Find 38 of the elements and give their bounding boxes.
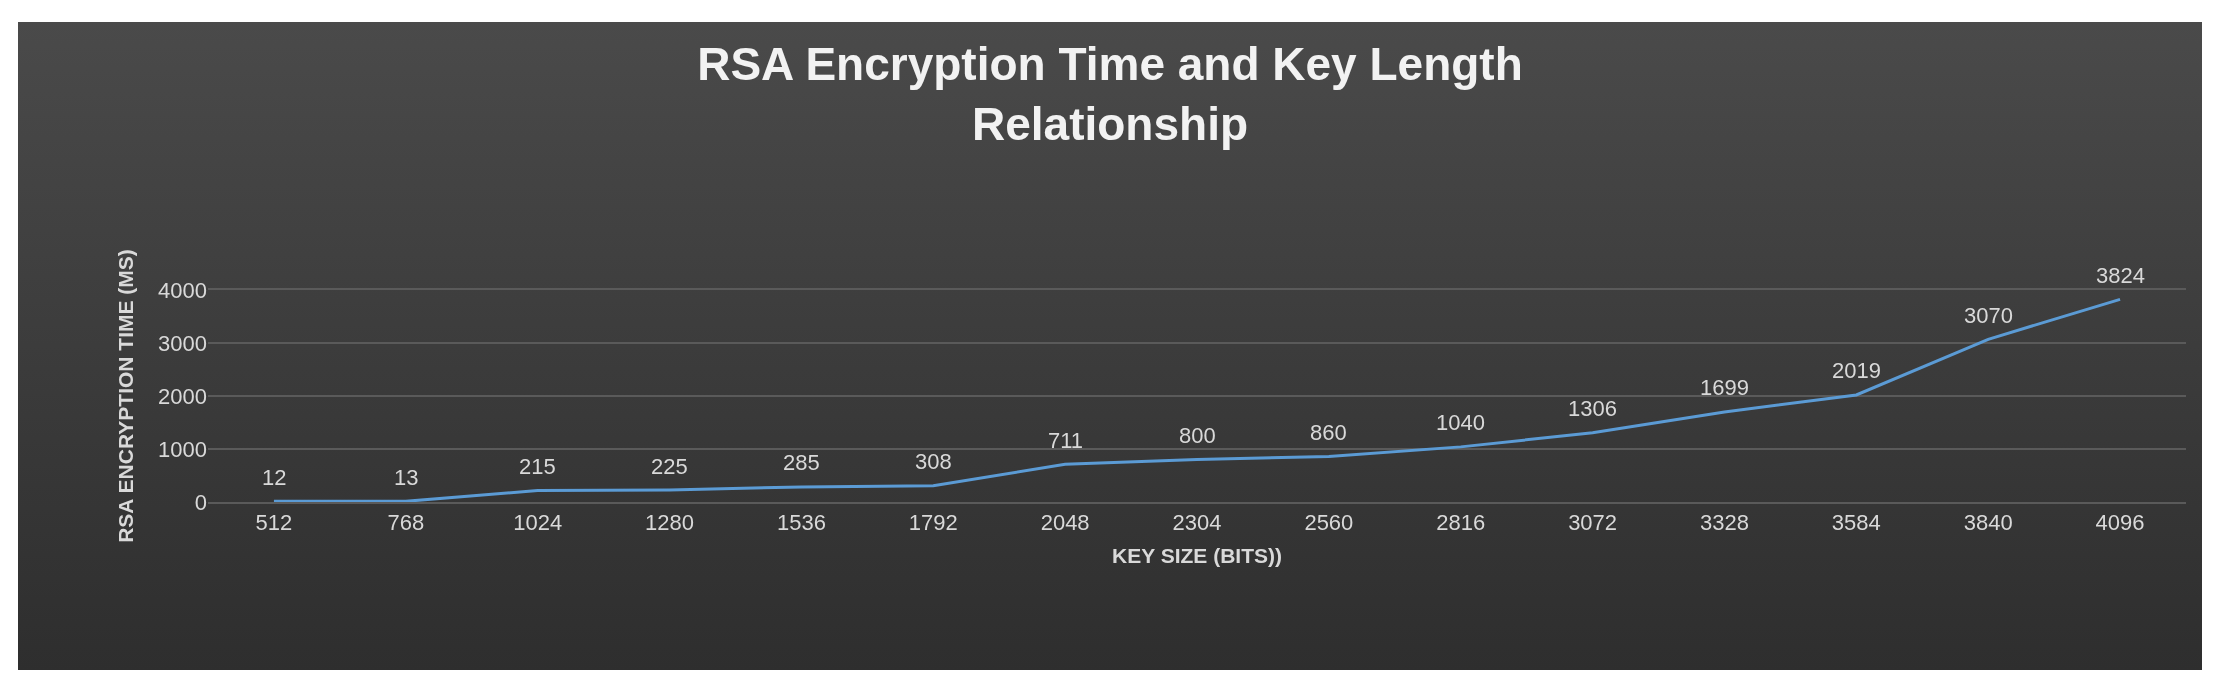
x-tick-label: 1280: [645, 510, 695, 536]
data-label: 2019: [1832, 358, 1881, 383]
data-label: 308: [915, 449, 952, 474]
x-tick-label: 1024: [513, 510, 563, 536]
y-tick-label: 4000: [158, 277, 207, 303]
x-tick-label: 768: [387, 510, 425, 536]
x-tick-label: 2304: [1172, 510, 1222, 536]
x-tick-label: 2560: [1304, 510, 1354, 536]
data-label: 12: [262, 465, 287, 490]
data-label: 285: [783, 450, 820, 475]
x-tick-label: 4096: [2095, 510, 2145, 536]
data-label: 3070: [1964, 303, 2013, 328]
data-label: 13: [394, 465, 419, 490]
data-label: 1306: [1568, 396, 1617, 421]
x-tick-label: 3584: [1831, 510, 1881, 536]
y-tick-label: 2000: [158, 383, 207, 409]
x-tick-label: 3072: [1568, 510, 1618, 536]
x-axis-title: KEY SIZE (BITS)): [1112, 543, 1282, 567]
data-label: 3824: [2096, 263, 2145, 288]
y-tick-label: 3000: [158, 330, 207, 356]
data-label: 800: [1179, 423, 1216, 448]
x-tick-label: 1536: [776, 510, 826, 536]
y-tick-label: 0: [194, 489, 207, 515]
x-tick-label: 512: [255, 510, 293, 536]
x-tick-label: 3840: [1963, 510, 2013, 536]
x-tick-label: 2048: [1040, 510, 1090, 536]
y-axis-title: RSA ENCRYPTION TIME (MS): [114, 249, 138, 543]
data-label: 225: [651, 454, 688, 479]
chart-title: RSA Encryption Time and Key Length Relationship: [697, 38, 1523, 151]
x-tick-label: 1792: [908, 510, 958, 536]
data-label: 215: [519, 454, 556, 479]
x-tick-label: 2816: [1436, 510, 1486, 536]
data-label: 860: [1310, 420, 1347, 445]
data-label: 1040: [1436, 410, 1485, 435]
y-tick-label: 1000: [158, 436, 207, 462]
data-label: 711: [1048, 428, 1084, 453]
x-tick-label: 3328: [1699, 510, 1749, 536]
data-label: 1699: [1700, 375, 1749, 400]
